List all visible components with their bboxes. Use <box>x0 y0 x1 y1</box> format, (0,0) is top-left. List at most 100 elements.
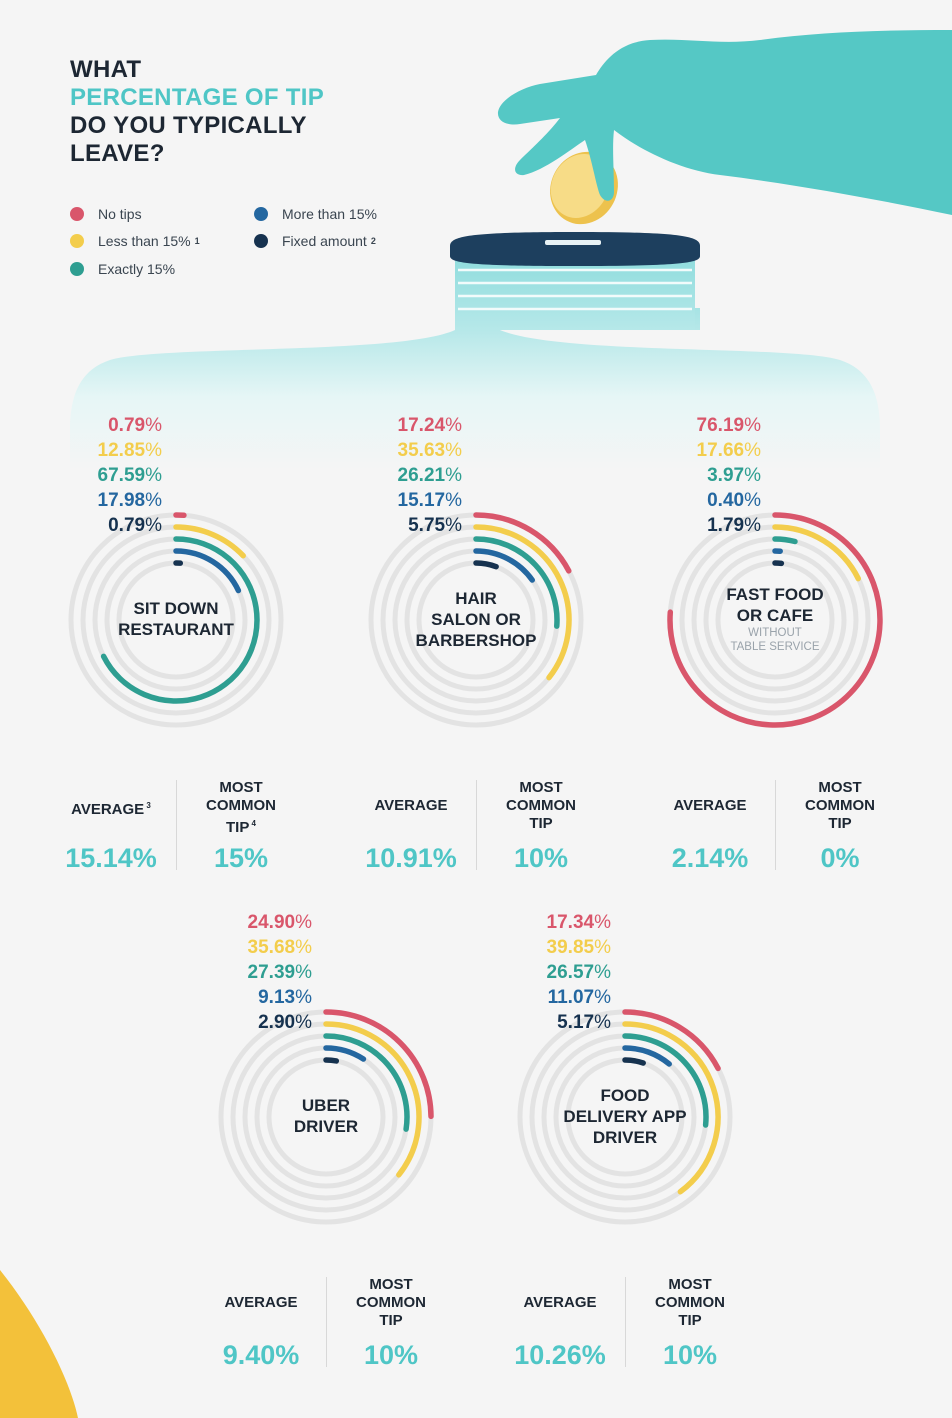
value-unit: % <box>744 515 761 536</box>
center-sublabel-line: TABLE SERVICE <box>730 641 820 653</box>
value-number: 67.59 <box>97 465 146 486</box>
value-number: 0.40 <box>707 490 745 511</box>
center-label-line: SALON OR <box>431 609 521 629</box>
legend-label: More than 15% <box>282 206 377 222</box>
arc-fixed-amount <box>323 1057 340 1064</box>
average-label: AVERAGE <box>650 797 770 815</box>
value-label: 76.19% <box>641 413 761 438</box>
chart-center-label: UBER DRIVER <box>246 1095 406 1137</box>
common-tip-label-line: MOST <box>668 1276 712 1293</box>
average-label: AVERAGE <box>500 1294 620 1312</box>
average-value: 10.26% <box>514 1340 606 1370</box>
value-unit: % <box>145 415 162 436</box>
value-number: 39.85 <box>546 937 595 958</box>
value-label: 67.59% <box>42 463 162 488</box>
average-label-text: AVERAGE <box>673 797 747 814</box>
center-label-line: SIT DOWN <box>133 599 219 618</box>
value-unit: % <box>594 912 611 933</box>
value-number: 35.63 <box>397 440 446 461</box>
center-label-line: FAST FOOD <box>726 585 824 604</box>
page-title: WHAT PERCENTAGE OF TIP DO YOU TYPICALLY … <box>70 56 324 168</box>
legend-label: No tips <box>98 206 142 222</box>
average-label-text: AVERAGE <box>224 1294 298 1311</box>
center-label-line: DRIVER <box>293 1117 359 1136</box>
arc-no-tips <box>323 1009 434 1120</box>
arc-less-than-15- <box>622 1021 721 1195</box>
value-number: 27.39 <box>247 962 296 983</box>
legend-fixed-amount: Fixed amount 2 <box>254 233 376 249</box>
value-unit: % <box>295 912 312 933</box>
common-tip-label: MOST COMMON TIP 4 <box>181 779 301 837</box>
value-label: 17.24% <box>342 413 462 438</box>
center-label-line: BARBERSHOP <box>415 630 537 650</box>
legend-more-than-15: More than 15% <box>254 206 377 222</box>
common-tip-label-line: TIP 4 <box>225 819 256 836</box>
common-tip-label-line: MOST <box>369 1276 413 1293</box>
common-tip-label-line: MOST <box>818 779 862 796</box>
value-number: 9.13 <box>258 987 296 1008</box>
value-label: 0.40% <box>641 488 761 513</box>
arc-no-tips <box>473 512 572 574</box>
title-line-4: LEAVE? <box>70 140 165 167</box>
value-unit: % <box>295 937 312 958</box>
legend-less-than-15: Less than 15% 1 <box>70 233 200 249</box>
radial-chart <box>667 512 883 728</box>
common-tip-label: MOST COMMON TIP <box>780 779 900 833</box>
arc-less-than-15- <box>772 524 862 582</box>
legend-dot-icon <box>254 207 268 221</box>
value-label: 5.75% <box>342 513 462 538</box>
value-number: 17.34 <box>546 912 595 933</box>
center-label-line: DRIVER <box>592 1127 658 1147</box>
common-tip-label-line: TIP <box>529 815 553 832</box>
value-label: 15.17% <box>342 488 462 513</box>
common-tip-value: 15% <box>213 843 269 873</box>
value-number: 3.97 <box>707 465 745 486</box>
stat-divider <box>176 780 177 870</box>
value-unit: % <box>445 515 462 536</box>
radial-chart <box>218 1009 434 1225</box>
title-line-1: WHAT <box>70 56 142 83</box>
value-unit: % <box>145 515 162 536</box>
center-label-line: RESTAURANT <box>118 620 234 639</box>
value-label: 27.39% <box>192 960 312 985</box>
value-number: 12.85 <box>97 440 146 461</box>
value-label: 0.79% <box>42 413 162 438</box>
legend-exactly-15: Exactly 15% <box>70 261 175 277</box>
value-unit: % <box>744 415 761 436</box>
jar-neck <box>455 255 695 330</box>
value-label: 1.79% <box>641 513 761 538</box>
arc-exactly-15- <box>323 1033 410 1132</box>
value-label: 0.79% <box>42 513 162 538</box>
value-number: 0.79 <box>108 515 146 536</box>
common-tip-label-line: MOST <box>219 779 263 796</box>
arc-exactly-15- <box>100 536 260 704</box>
legend-label: Exactly 15% <box>98 261 176 277</box>
value-unit: % <box>594 962 611 983</box>
value-label: 24.90% <box>192 910 312 935</box>
value-number: 35.68 <box>247 937 296 958</box>
value-unit: % <box>295 987 312 1008</box>
arc-fixed-amount <box>622 1057 646 1066</box>
center-sublabel-line: WITHOUT <box>748 627 802 639</box>
common-tip-label-line: COMMON <box>506 797 576 814</box>
value-unit: % <box>594 987 611 1008</box>
average-value: 9.40% <box>222 1340 300 1370</box>
value-unit: % <box>744 440 761 461</box>
value-unit: % <box>445 415 462 436</box>
value-unit: % <box>145 440 162 461</box>
common-tip-label-line: MOST <box>519 779 563 796</box>
radial-chart <box>517 1009 733 1225</box>
chart-center-label: FAST FOOD OR CAFE WITHOUT TABLE SERVICE <box>695 584 855 654</box>
value-number: 26.21 <box>397 465 446 486</box>
common-tip-label-line: TIP <box>379 1312 403 1329</box>
chart-center-label: FOOD DELIVERY APP DRIVER <box>545 1085 705 1148</box>
chart-center-label: SIT DOWN RESTAURANT <box>96 598 256 640</box>
value-label: 9.13% <box>192 985 312 1010</box>
legend-dot-icon <box>70 262 84 276</box>
value-number: 17.24 <box>397 415 446 436</box>
common-tip-label: MOST COMMON TIP <box>630 1276 750 1330</box>
value-number: 17.66 <box>696 440 745 461</box>
arc-less-than-15- <box>173 524 246 559</box>
value-unit: % <box>744 490 761 511</box>
